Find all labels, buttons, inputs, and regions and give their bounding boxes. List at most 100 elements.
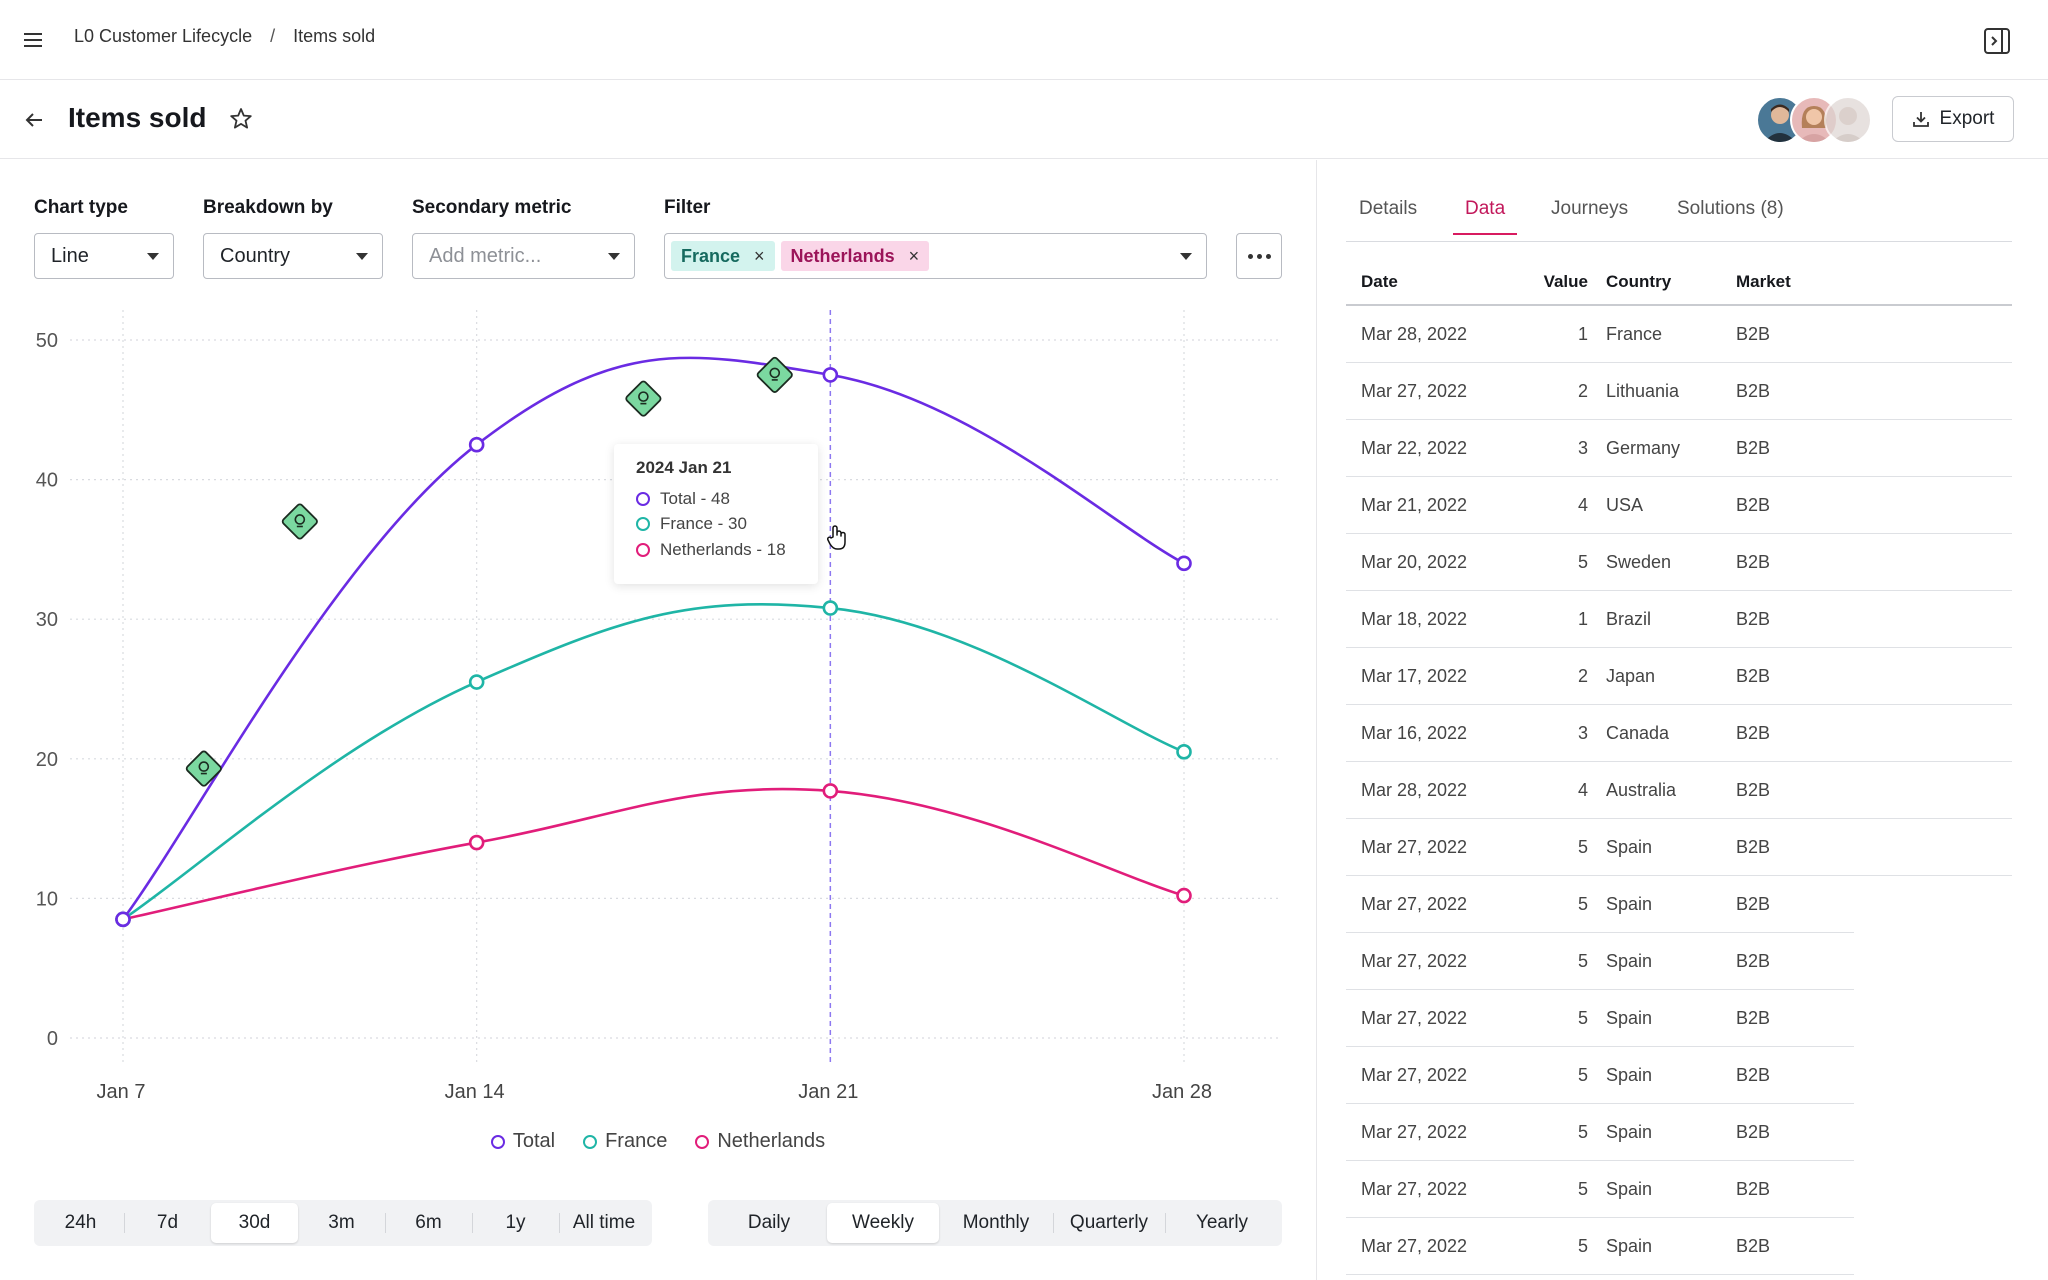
table-row[interactable]: Mar 20, 2022 5 Sweden B2B [1346, 534, 2012, 591]
chart-legend: Total France Netherlands [0, 1130, 1316, 1153]
range-6m[interactable]: 6m [385, 1203, 472, 1243]
line-chart[interactable]: 0 10 20 30 40 50 Jan 7 Jan 14 Jan 21 Jan 28 [0, 300, 1316, 1120]
filter-chip-netherlands[interactable]: Netherlands × [780, 241, 930, 271]
data-table: Date Value Country Market Mar 28, 2022 1 F… [1346, 256, 2012, 1275]
data-point-total [468, 436, 485, 453]
table-row[interactable]: Mar 27, 2022 5 Spain B2B [1346, 1161, 1854, 1218]
star-icon[interactable] [228, 106, 254, 132]
collaborator-avatars[interactable] [1756, 96, 1876, 144]
legend-marker [695, 1134, 710, 1149]
tab-solutions[interactable]: Solutions (8) [1677, 198, 1784, 219]
breadcrumb-parent[interactable]: L0 Customer Lifecycle [74, 26, 253, 46]
cell-market: B2B [1736, 495, 1771, 515]
secondary-metric-placeholder: Add metric... [429, 244, 542, 267]
column-header-country[interactable]: Country [1606, 272, 1672, 291]
insight-marker-lightbulb-icon[interactable] [185, 750, 222, 787]
cell-value: 1 [1577, 324, 1588, 344]
hamburger-menu-icon[interactable] [22, 30, 46, 50]
table-row[interactable]: Mar 22, 2022 3 Germany B2B [1346, 420, 2012, 477]
table-row[interactable]: Mar 27, 2022 5 Spain B2B [1346, 933, 1854, 990]
tab-details[interactable]: Details [1359, 198, 1418, 219]
data-point-netherlands [822, 783, 839, 799]
range-3m[interactable]: 3m [328, 1212, 355, 1233]
cell-country: Brazil [1606, 609, 1652, 629]
remove-chip-icon[interactable]: × [908, 245, 920, 266]
chart-type-value: Line [51, 244, 89, 267]
legend-item-netherlands[interactable]: Netherlands [695, 1130, 825, 1153]
granularity-selector: Daily Weekly Monthly Quarterly Yearly [708, 1200, 1282, 1246]
legend-marker [490, 1134, 505, 1149]
table-row[interactable]: Mar 17, 2022 2 Japan B2B [1346, 648, 2012, 705]
table-row[interactable]: Mar 18, 2022 1 Brazil B2B [1346, 591, 2012, 648]
range-24h[interactable]: 24h [64, 1212, 97, 1233]
cell-market: B2B [1736, 609, 1771, 629]
cell-value: 5 [1577, 837, 1588, 857]
y-tick-label: 0 [47, 1028, 58, 1050]
table-row[interactable]: Mar 27, 2022 5 Spain B2B [1346, 1104, 1854, 1161]
cell-date: Mar 28, 2022 [1361, 324, 1468, 344]
cell-country: Spain [1606, 1179, 1653, 1199]
granularity-monthly[interactable]: Monthly [962, 1212, 1030, 1233]
cell-date: Mar 28, 2022 [1361, 780, 1468, 800]
table-row[interactable]: Mar 27, 2022 2 Lithuania B2B [1346, 363, 2012, 420]
legend-item-france[interactable]: France [583, 1130, 667, 1153]
cell-value: 2 [1577, 381, 1588, 401]
granularity-daily[interactable]: Daily [747, 1212, 791, 1233]
chart-type-select[interactable]: Line [34, 233, 174, 279]
cell-market: B2B [1736, 381, 1771, 401]
breakdown-label: Breakdown by [203, 197, 333, 218]
table-row[interactable]: Mar 21, 2022 4 USA B2B [1346, 477, 2012, 534]
table-row[interactable]: Mar 27, 2022 5 Spain B2B [1346, 819, 2012, 876]
range-1y[interactable]: 1y [472, 1203, 559, 1243]
tooltip-marker [636, 542, 650, 557]
granularity-weekly[interactable]: Weekly [827, 1203, 939, 1243]
remove-chip-icon[interactable]: × [754, 245, 765, 266]
granularity-yearly[interactable]: Yearly [1165, 1203, 1279, 1243]
column-header-date[interactable]: Date [1361, 272, 1398, 291]
insight-marker-lightbulb-icon[interactable] [756, 356, 793, 394]
filter-chip-france[interactable]: France × [671, 241, 775, 271]
table-row[interactable]: Mar 28, 2022 4 Australia B2B [1346, 762, 2012, 819]
filter-select[interactable]: France × Netherlands × [664, 233, 1207, 279]
cell-value: 5 [1577, 951, 1588, 971]
column-header-value[interactable]: Value [1543, 272, 1588, 291]
tab-data[interactable]: Data [1452, 198, 1518, 235]
table-row[interactable]: Mar 27, 2022 5 Spain B2B [1346, 1047, 1854, 1104]
data-point-france [822, 600, 839, 616]
toggle-side-panel-icon[interactable] [1982, 26, 2012, 56]
table-row[interactable]: Mar 16, 2022 3 Canada B2B [1346, 705, 2012, 762]
download-icon [1912, 112, 1929, 127]
data-point-netherlands [468, 834, 485, 851]
chevron-down-icon [1180, 253, 1192, 260]
cell-market: B2B [1736, 1065, 1771, 1085]
tab-journeys[interactable]: Journeys [1551, 198, 1629, 219]
table-row[interactable]: Mar 27, 2022 5 Spain B2B [1346, 1218, 1854, 1275]
cell-country: Japan [1606, 666, 1656, 686]
cell-value: 4 [1577, 780, 1588, 800]
back-arrow-icon[interactable] [22, 108, 46, 132]
tooltip-marker [636, 491, 650, 506]
column-header-market[interactable]: Market [1736, 272, 1791, 291]
breadcrumb-current[interactable]: Items sold [293, 26, 376, 46]
range-7d[interactable]: 7d [124, 1203, 211, 1243]
secondary-metric-select[interactable]: Add metric... [412, 233, 635, 279]
legend-item-total[interactable]: Total [490, 1130, 555, 1153]
tooltip-row-text: France - 30 [660, 514, 747, 534]
table-row[interactable]: Mar 28, 2022 1 France B2B [1346, 306, 2012, 363]
export-button[interactable]: Export [1892, 96, 2014, 142]
insight-marker-lightbulb-icon[interactable] [281, 503, 318, 540]
cell-date: Mar 27, 2022 [1361, 1008, 1468, 1028]
granularity-quarterly[interactable]: Quarterly [1053, 1203, 1165, 1243]
range-30d[interactable]: 30d [211, 1203, 298, 1243]
table-row[interactable]: Mar 27, 2022 5 Spain B2B [1346, 876, 1854, 933]
breakdown-select[interactable]: Country [203, 233, 383, 279]
range-all-time[interactable]: All time [559, 1203, 649, 1243]
tooltip-row: Netherlands - 18 [636, 537, 796, 563]
table-row[interactable]: Mar 27, 2022 5 Spain B2B [1346, 990, 1854, 1047]
more-options-button[interactable] [1236, 233, 1282, 279]
cell-country: Spain [1606, 894, 1653, 914]
cell-market: B2B [1736, 1236, 1771, 1256]
insight-marker-lightbulb-icon[interactable] [625, 380, 662, 417]
cell-market: B2B [1736, 894, 1771, 914]
chip-label: Netherlands [790, 245, 895, 266]
